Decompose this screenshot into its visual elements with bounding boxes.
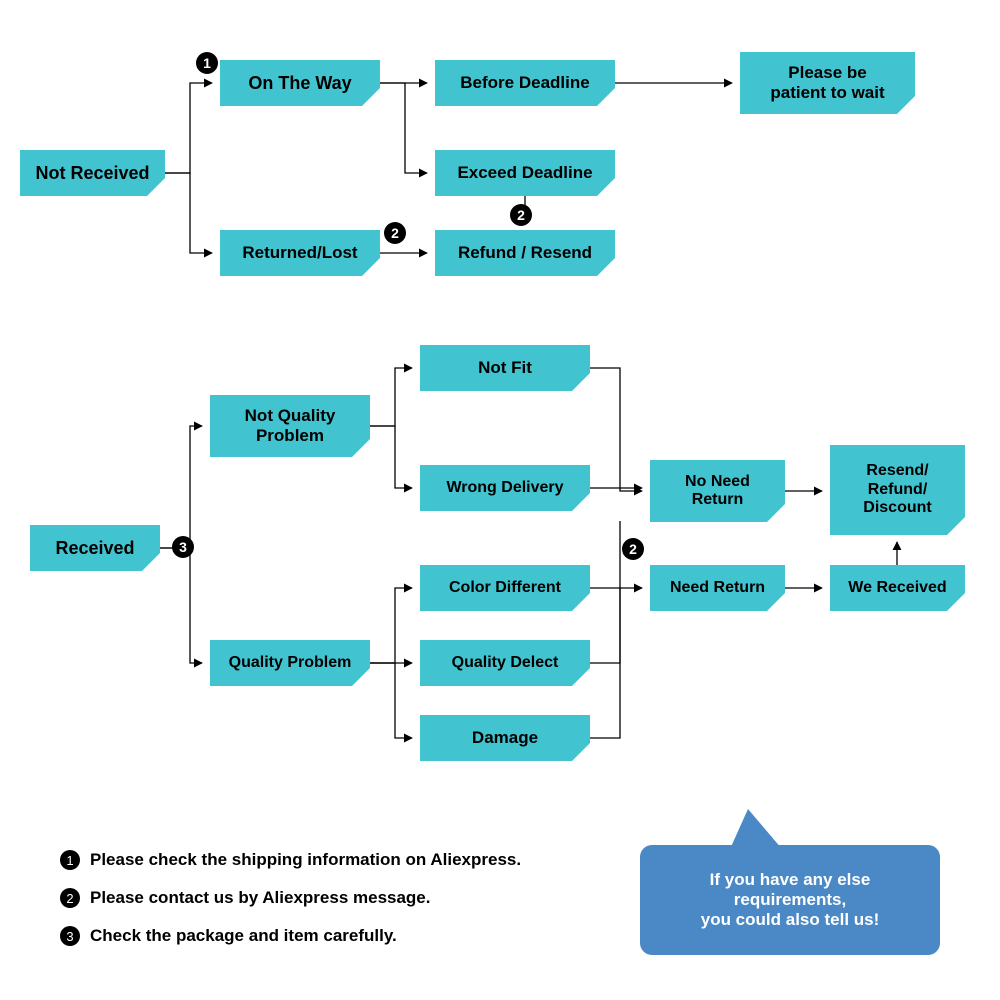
node-we-received: We Received [830,565,965,611]
footnote-text: Please contact us by Aliexpress message. [90,888,431,907]
node-returned-lost: Returned/Lost [220,230,380,276]
edge-14 [590,368,642,491]
footnote-badge: 3 [60,926,80,946]
node-not-quality: Not Quality Problem [210,395,370,457]
edge-1 [165,173,212,253]
edge-7 [160,426,202,548]
footnote-2: 2 Please contact us by Aliexpress message… [60,888,431,908]
badge-1-0: 1 [196,52,218,74]
node-wrong-delivery: Wrong Delivery [420,465,590,511]
edge-18 [590,588,620,738]
edge-8 [160,548,202,663]
edge-17 [590,588,620,663]
node-quality: Quality Problem [210,640,370,686]
footnote-text: Please check the shipping information on… [90,850,521,869]
badge-3-3: 3 [172,536,194,558]
edge-0 [165,83,212,173]
badge-2-4: 2 [622,538,644,560]
node-damage: Damage [420,715,590,761]
node-quality-defect: Quality Delect [420,640,590,686]
edge-10 [370,426,412,488]
node-on-the-way: On The Way [220,60,380,106]
edge-9 [370,368,412,426]
node-before-deadline: Before Deadline [435,60,615,106]
callout-text: If you have any else requirements, you c… [701,870,880,930]
footnote-text: Check the package and item carefully. [90,926,397,945]
footnote-1: 1 Please check the shipping information o… [60,850,521,870]
edge-3 [380,83,427,173]
footnote-3: 3 Check the package and item carefully. [60,926,397,946]
node-color-diff: Color Different [420,565,590,611]
badge-2-2: 2 [510,204,532,226]
callout-tail [730,809,782,849]
node-not-received: Not Received [20,150,165,196]
badge-2-1: 2 [384,222,406,244]
footnote-badge: 1 [60,850,80,870]
node-exceed-deadline: Exceed Deadline [435,150,615,196]
edge-11 [370,588,412,663]
node-need-return: Need Return [650,565,785,611]
callout-bubble: If you have any else requirements, you c… [640,845,940,955]
footnote-badge: 2 [60,888,80,908]
node-please-wait: Please be patient to wait [740,52,915,114]
node-received: Received [30,525,160,571]
edge-13 [370,663,412,738]
node-resend-refund: Resend/ Refund/ Discount [830,445,965,535]
node-no-need-return: No Need Return [650,460,785,522]
node-not-fit: Not Fit [420,345,590,391]
flowchart-stage: Not Received On The Way Returned/Lost Befor… [0,0,1000,1000]
node-refund-resend: Refund / Resend [435,230,615,276]
